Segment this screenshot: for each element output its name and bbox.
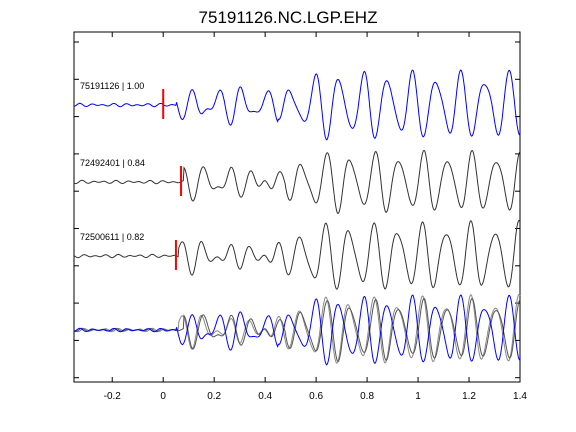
trace-line bbox=[73, 69, 521, 141]
x-tick-label: 0.8 bbox=[360, 391, 374, 402]
plot-frame bbox=[73, 31, 521, 383]
x-tick-label: 0.6 bbox=[309, 391, 323, 402]
traces-group: 75191126 | 1.00 72492401 | 0.84 72500611 |… bbox=[73, 69, 521, 366]
trace-label: 75191126 | 1.00 bbox=[80, 81, 144, 91]
trace-label: 72500611 | 0.82 bbox=[80, 232, 144, 242]
trace-label: 72492401 | 0.84 bbox=[80, 158, 145, 168]
x-tick-label: 1.4 bbox=[513, 391, 527, 402]
x-tick-label: 0 bbox=[160, 391, 166, 402]
axis-ticks: -0.2 0 0.2 0.4 0.6 0.8 1 1.2 1.4 bbox=[74, 32, 527, 402]
x-tick-label: -0.2 bbox=[104, 391, 122, 402]
x-tick-label: 1 bbox=[415, 391, 421, 402]
x-tick-label: 0.2 bbox=[207, 391, 221, 402]
trace-line bbox=[73, 149, 521, 215]
trace-line bbox=[73, 219, 521, 290]
overlay-trace-line bbox=[73, 294, 521, 366]
x-tick-label: 0.4 bbox=[258, 391, 272, 402]
x-tick-label: 1.2 bbox=[462, 391, 476, 402]
chart-title: 75191126.NC.LGP.EHZ bbox=[198, 8, 378, 27]
overlay-trace-line bbox=[73, 293, 521, 364]
